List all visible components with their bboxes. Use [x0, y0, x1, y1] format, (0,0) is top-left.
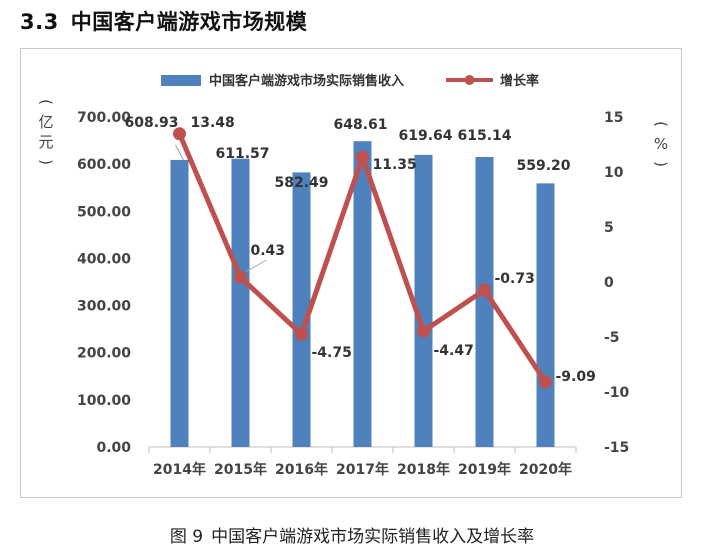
- section-title: 中国客户端游戏市场规模: [70, 10, 308, 34]
- y-left-tick-label: 600.00: [77, 157, 131, 173]
- growth-label-leader: [246, 259, 267, 272]
- x-tick-label: 2017年: [336, 461, 389, 478]
- bar-label-leader: [175, 144, 184, 161]
- x-tick-label: 2019年: [458, 461, 511, 478]
- bar-value-label: 559.20: [516, 158, 570, 174]
- bar: [353, 141, 372, 447]
- y-left-tick-label: 100.00: [77, 393, 131, 409]
- x-tick-label: 2015年: [214, 461, 267, 478]
- chart-svg: 2014年 2015年 2016年 2017年 2018年 2019年 2020年 0.00 1…: [37, 73, 670, 478]
- y-right-tick-label: 15: [604, 110, 623, 126]
- chart-frame: 2014年 2015年 2016年 2017年 2018年 2019年 2020年 0.00 1…: [20, 48, 682, 498]
- y-right-unit-label: %: [654, 135, 668, 153]
- x-tick-label: 2020年: [519, 461, 572, 478]
- growth-value-label: -9.09: [556, 369, 596, 385]
- y-right-tick-label: -5: [604, 330, 620, 346]
- section-heading: 3.3 中国客户端游戏市场规模: [20, 6, 307, 36]
- bar: [414, 154, 433, 447]
- growth-marker: [478, 283, 491, 297]
- y-left-tick-label: 700.00: [77, 110, 131, 126]
- y-left-tick-label: 0.00: [96, 440, 131, 456]
- growth-value-label: 13.48: [191, 115, 235, 131]
- x-tick-label: 2018年: [397, 461, 450, 478]
- figure-number: 图 9: [169, 527, 204, 547]
- bar-value-label: 608.93: [124, 115, 178, 131]
- y-right-tick-label: 0: [604, 275, 614, 291]
- bar: [231, 158, 250, 448]
- growth-value-label: 11.35: [373, 157, 417, 173]
- legend-line-marker: [464, 75, 475, 85]
- y-left-unit-label: ): [37, 159, 55, 165]
- y-right-tick-label: -10: [604, 385, 630, 401]
- y-right-unit-label: (: [652, 121, 670, 127]
- section-number: 3.3: [20, 10, 59, 34]
- y-right-tick-label: -15: [604, 440, 629, 456]
- legend-bar-swatch: [161, 75, 201, 86]
- y-left-tick-label: 300.00: [77, 299, 131, 315]
- bar: [475, 157, 494, 447]
- figure-caption: 图 9 中国客户端游戏市场实际销售收入及增长率: [0, 522, 704, 547]
- growth-value-label: -4.47: [434, 343, 474, 359]
- growth-marker: [356, 150, 369, 164]
- growth-marker: [417, 324, 430, 338]
- y-left-unit-label: 元: [38, 133, 53, 151]
- growth-marker: [173, 127, 186, 141]
- y-left-unit-label: 亿: [38, 113, 53, 131]
- y-right-tick-label: 10: [604, 165, 624, 181]
- y-right-unit-label: ): [652, 161, 670, 167]
- figure-caption-text: 中国客户端游戏市场实际销售收入及增长率: [211, 527, 535, 547]
- growth-value-label: -4.75: [312, 345, 352, 361]
- x-tick-label: 2016年: [275, 461, 328, 478]
- y-left-unit-label: (: [37, 99, 55, 105]
- legend-bar-label: 中国客户端游戏市场实际销售收入: [209, 73, 404, 89]
- y-right-tick-label: 5: [604, 220, 614, 236]
- bar-value-label: 615.14: [457, 128, 511, 144]
- bar-value-label: 648.61: [333, 117, 387, 133]
- bar-value-label: 619.64: [398, 128, 452, 144]
- bar: [536, 183, 555, 447]
- bar: [170, 159, 189, 448]
- bar-value-label: 611.57: [215, 146, 269, 162]
- y-left-tick-label: 200.00: [77, 346, 131, 362]
- y-left-tick-label: 400.00: [77, 251, 131, 267]
- growth-value-label: 0.43: [251, 243, 286, 259]
- growth-marker: [539, 375, 552, 389]
- growth-marker: [234, 270, 247, 284]
- legend-line-label: 增长率: [500, 73, 539, 89]
- growth-value-label: -0.73: [495, 271, 535, 287]
- bar: [292, 172, 311, 447]
- bar-value-label: 582.49: [274, 175, 328, 191]
- x-tick-label: 2014年: [153, 461, 206, 478]
- growth-marker: [295, 327, 308, 341]
- y-left-tick-label: 500.00: [77, 204, 131, 220]
